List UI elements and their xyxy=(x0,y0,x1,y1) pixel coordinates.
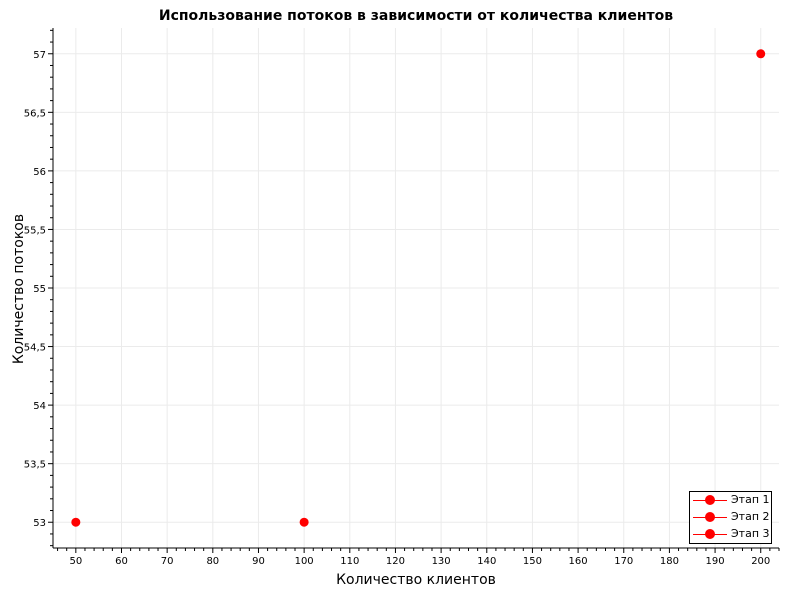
y-tick-label: 56 xyxy=(33,167,46,178)
legend-item-2: Этап 2 xyxy=(690,509,771,526)
x-tick-label: 130 xyxy=(432,556,451,567)
x-tick-label: 50 xyxy=(69,556,82,567)
data-point-series-1 xyxy=(71,517,81,527)
x-tick-label: 190 xyxy=(706,556,725,567)
y-tick-label: 55 xyxy=(33,284,46,295)
x-tick-label: 120 xyxy=(386,556,405,567)
y-tick-label: 54 xyxy=(33,401,46,412)
y-axis-ticks: 53 53,5 54 54,5 55 55,5 56 56,5 57 xyxy=(24,29,53,547)
x-tick-label: 200 xyxy=(751,556,770,567)
legend-item-3: Этап 3 xyxy=(690,526,771,543)
legend-dot-marker xyxy=(705,512,715,522)
x-tick-label: 80 xyxy=(206,556,219,567)
legend-label: Этап 2 xyxy=(731,510,770,523)
x-tick-label: 170 xyxy=(614,556,633,567)
legend-item-1: Этап 1 xyxy=(690,492,771,509)
x-tick-label: 160 xyxy=(569,556,588,567)
x-axis-ticks: 50 60 70 80 90 100 110 120 130 140 150 160 170 180 190… xyxy=(57,548,780,567)
data-points xyxy=(71,49,766,527)
y-tick-label: 57 xyxy=(33,50,46,61)
x-tick-label: 150 xyxy=(523,556,542,567)
grid-lines xyxy=(53,28,779,548)
data-point-series-2 xyxy=(299,517,309,527)
chart-title: Использование потоков в зависимости от к… xyxy=(158,8,674,24)
x-tick-label: 140 xyxy=(477,556,496,567)
data-point-series-3 xyxy=(756,49,766,59)
y-tick-label: 55,5 xyxy=(24,225,46,236)
legend-label: Этап 3 xyxy=(731,527,770,540)
legend-label: Этап 1 xyxy=(731,493,770,506)
legend: Этап 1 Этап 2 Этап 3 xyxy=(689,491,772,544)
y-tick-label: 54,5 xyxy=(24,343,46,354)
x-tick-label: 60 xyxy=(115,556,128,567)
y-tick-label: 53,5 xyxy=(24,460,46,471)
x-tick-label: 110 xyxy=(340,556,359,567)
x-axis-label: Количество клиентов xyxy=(336,572,496,588)
y-axis-label-text: Количество потоков xyxy=(11,213,27,365)
legend-dot-marker xyxy=(705,529,715,539)
y-tick-label: 53 xyxy=(33,518,46,529)
y-tick-label: 56,5 xyxy=(24,108,46,119)
x-tick-label: 180 xyxy=(660,556,679,567)
legend-dot-marker xyxy=(705,495,715,505)
x-tick-label: 90 xyxy=(252,556,265,567)
x-tick-label: 70 xyxy=(161,556,174,567)
x-tick-label: 100 xyxy=(295,556,314,567)
